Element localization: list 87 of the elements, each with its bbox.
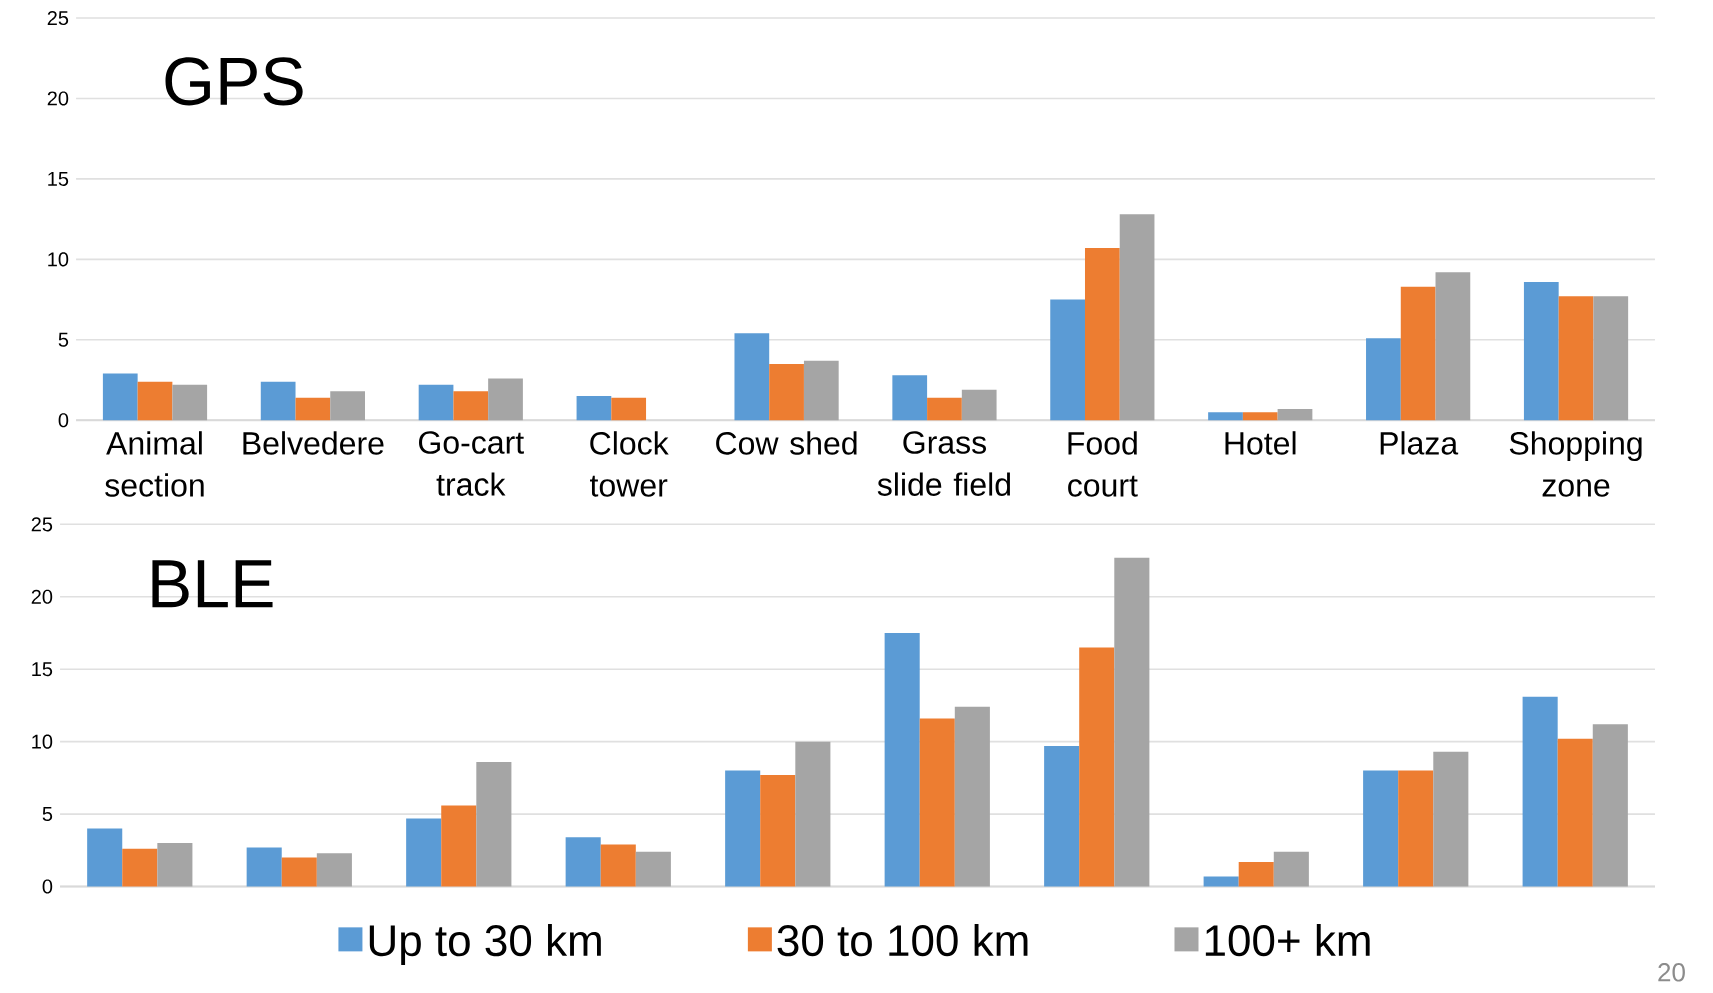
x-tick-label: Animal section bbox=[105, 431, 204, 497]
x-tick-label: Cow shed bbox=[716, 431, 857, 455]
y-tick-label: 15 bbox=[48, 172, 69, 187]
bar bbox=[281, 857, 317, 887]
bar bbox=[734, 333, 770, 421]
legend-label: 100+ km bbox=[1205, 924, 1370, 957]
legend-label: Up to 30 km bbox=[369, 924, 601, 966]
bar bbox=[1203, 876, 1239, 887]
bar bbox=[418, 385, 454, 421]
bar bbox=[260, 381, 296, 421]
bar bbox=[1114, 557, 1150, 887]
bar bbox=[1079, 647, 1115, 887]
chart-title: BLE bbox=[152, 560, 273, 608]
bar bbox=[1522, 696, 1558, 887]
bar bbox=[476, 762, 512, 887]
x-tick-label: Plaza bbox=[1380, 431, 1459, 455]
bar bbox=[611, 397, 647, 421]
bar bbox=[600, 844, 636, 887]
bar bbox=[406, 818, 442, 887]
x-tick-label: Grass slide field bbox=[877, 431, 1010, 497]
bar bbox=[316, 853, 352, 887]
bar bbox=[725, 770, 761, 887]
bar bbox=[488, 378, 523, 421]
bar bbox=[1119, 214, 1155, 421]
bar bbox=[1366, 338, 1401, 421]
bar bbox=[1558, 296, 1594, 421]
bar bbox=[453, 391, 489, 421]
y-tick-label: 5 bbox=[58, 333, 69, 347]
bar bbox=[1557, 738, 1593, 887]
bar bbox=[295, 397, 331, 421]
bar bbox=[1433, 751, 1469, 887]
bar bbox=[954, 707, 990, 887]
bar bbox=[1242, 412, 1278, 421]
bar bbox=[1400, 286, 1436, 421]
bar bbox=[87, 828, 123, 887]
y-tick-label: 20 bbox=[31, 589, 53, 605]
x-tick-label: Hotel bbox=[1225, 431, 1296, 455]
x-tick-label: Belvedere bbox=[243, 431, 384, 455]
y-tick-label: 0 bbox=[42, 879, 53, 894]
bar bbox=[927, 397, 962, 421]
bar bbox=[1084, 248, 1120, 421]
bar bbox=[1398, 770, 1434, 887]
bar bbox=[1592, 724, 1628, 887]
chart-title: GPS bbox=[165, 57, 303, 106]
bar bbox=[1044, 746, 1080, 887]
bar bbox=[102, 373, 138, 421]
bar bbox=[1523, 282, 1559, 421]
bar bbox=[1273, 851, 1309, 887]
bar bbox=[157, 843, 193, 887]
y-tick-label: 15 bbox=[32, 662, 53, 677]
bar bbox=[1593, 296, 1629, 421]
bar bbox=[795, 741, 831, 887]
bar bbox=[122, 849, 158, 887]
bar bbox=[635, 851, 671, 887]
bar bbox=[884, 633, 920, 887]
bar bbox=[576, 396, 612, 421]
y-tick-label: 0 bbox=[58, 413, 69, 428]
bar bbox=[137, 381, 173, 421]
x-tick-label: Go-cart track bbox=[419, 431, 524, 497]
bar bbox=[330, 391, 365, 421]
bar bbox=[892, 375, 928, 421]
y-tick-label: 25 bbox=[47, 11, 69, 26]
text: 20 bbox=[1658, 963, 1685, 982]
y-tick-label: 10 bbox=[48, 252, 69, 267]
bar bbox=[441, 805, 477, 887]
y-tick-label: 20 bbox=[47, 91, 69, 106]
y-tick-label: 5 bbox=[42, 807, 53, 822]
bar bbox=[769, 364, 804, 421]
bar bbox=[172, 385, 208, 421]
x-tick-label: Shopping zone bbox=[1509, 431, 1642, 497]
bar bbox=[565, 837, 601, 887]
bar bbox=[760, 775, 796, 887]
legend-label: 30 to 100 km bbox=[777, 924, 1028, 957]
y-tick-label: 10 bbox=[32, 734, 53, 749]
bar bbox=[246, 847, 282, 887]
bar bbox=[1277, 409, 1313, 421]
x-tick-label: Food court bbox=[1068, 431, 1138, 497]
bar bbox=[1363, 770, 1399, 887]
bar bbox=[1435, 272, 1471, 421]
bar bbox=[961, 389, 997, 421]
bar bbox=[1208, 412, 1243, 421]
x-tick-label: Clock tower bbox=[590, 431, 669, 497]
bar bbox=[919, 718, 955, 887]
y-tick-label: 25 bbox=[31, 517, 53, 532]
bar bbox=[803, 360, 839, 421]
bar bbox=[1050, 299, 1085, 421]
bar bbox=[1238, 862, 1274, 887]
